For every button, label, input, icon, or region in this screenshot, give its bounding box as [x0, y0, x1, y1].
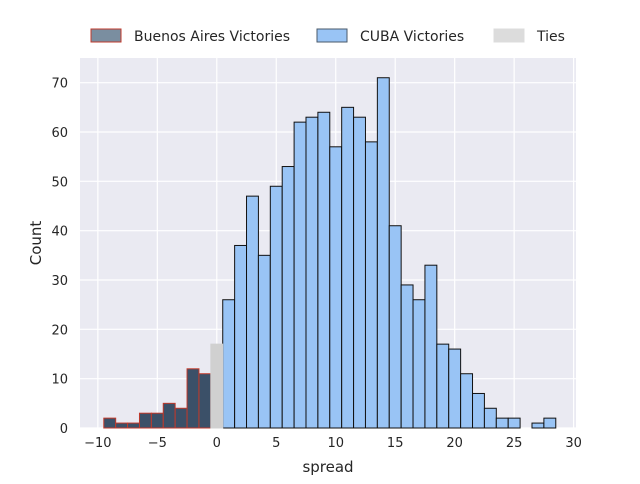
y-tick-label: 10 [51, 373, 68, 388]
x-tick-label: 30 [565, 436, 582, 451]
bar-buenos-aires [127, 422, 140, 429]
y-axis-label: Count [27, 221, 45, 266]
bar-cuba [531, 422, 545, 429]
bar-cuba [495, 417, 509, 429]
bar-buenos-aires [138, 412, 152, 429]
bar-cuba [269, 185, 283, 429]
bar-cuba [234, 244, 248, 429]
legend-item-cuba: CUBA Victories [316, 28, 464, 45]
x-tick-label: 20 [446, 436, 463, 451]
legend-swatch-ties [493, 28, 525, 43]
bar-ties [210, 343, 224, 429]
y-tick-label: 30 [51, 274, 68, 289]
bar-cuba [281, 166, 295, 429]
bar-cuba [507, 417, 521, 429]
legend-label-buenos-aires: Buenos Aires Victories [134, 29, 290, 45]
bar-buenos-aires [174, 407, 188, 429]
bar-cuba [341, 106, 355, 429]
bar-cuba [412, 299, 426, 429]
x-tick-label: 5 [272, 436, 280, 451]
bar-cuba [376, 77, 390, 429]
y-tick-label: 40 [51, 225, 68, 240]
bar-cuba [472, 392, 485, 429]
y-tick-label: 0 [60, 422, 68, 437]
y-tick-label: 50 [51, 175, 68, 190]
x-tick-label: −5 [148, 436, 167, 451]
bar-buenos-aires [162, 402, 176, 429]
bar-cuba [388, 225, 402, 429]
legend-label-ties: Ties [536, 29, 565, 45]
bar-cuba [329, 146, 343, 429]
bar-cuba [483, 407, 497, 429]
bar-cuba [257, 254, 271, 429]
bar-cuba [293, 121, 307, 429]
bar-cuba [460, 373, 474, 429]
x-tick-label: −10 [84, 436, 111, 451]
bar-buenos-aires [150, 412, 164, 429]
legend-item-ties: Ties [493, 28, 565, 45]
bar-cuba [400, 284, 414, 429]
bar-buenos-aires [186, 368, 200, 429]
x-tick-label: 10 [327, 436, 344, 451]
bar-cuba [353, 116, 366, 429]
x-tick-label: 15 [387, 436, 404, 451]
legend-swatch-cuba [316, 28, 348, 43]
bar-cuba [317, 111, 331, 429]
bar-cuba [246, 195, 259, 429]
bar-cuba [222, 299, 236, 429]
y-tick-label: 20 [51, 323, 68, 338]
bar-buenos-aires [198, 373, 212, 429]
bar-cuba [448, 348, 462, 429]
bar-cuba [364, 141, 378, 429]
y-tick-label: 70 [51, 77, 68, 92]
bar-buenos-aires [103, 417, 117, 429]
bar-cuba [305, 116, 319, 429]
legend-label-cuba: CUBA Victories [360, 29, 464, 45]
bar-buenos-aires [115, 422, 129, 429]
y-tick-label: 60 [51, 126, 68, 141]
x-tick-label: 25 [506, 436, 523, 451]
bar-cuba [424, 264, 438, 429]
x-axis-ticks: −10 −5 0 5 10 15 20 25 30 [84, 436, 582, 451]
x-axis-label: spread [302, 458, 353, 476]
legend-item-buenos-aires: Buenos Aires Victories [90, 28, 290, 45]
histogram-bars [103, 77, 557, 429]
bar-cuba [436, 343, 450, 429]
legend: Buenos Aires Victories CUBA Victories Ti… [90, 28, 565, 45]
bar-cuba [543, 417, 557, 429]
y-axis-ticks: 0 10 20 30 40 50 60 70 [51, 77, 68, 437]
x-tick-label: 0 [213, 436, 221, 451]
legend-swatch-buenos-aires [90, 28, 122, 43]
